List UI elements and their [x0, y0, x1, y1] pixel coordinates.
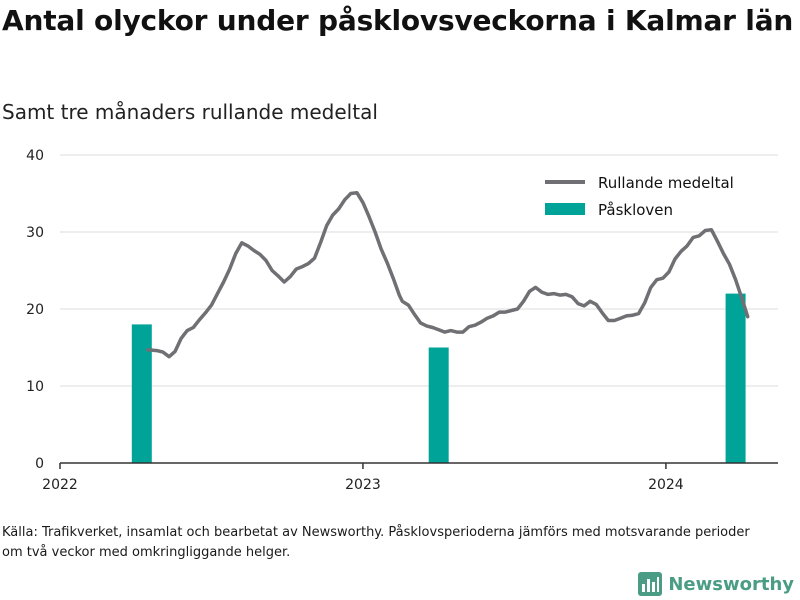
bar-paskloven — [131, 324, 152, 463]
y-tick-label: 20 — [26, 302, 44, 318]
line-series-rullande-medeltal — [146, 190, 750, 359]
source-note: Källa: Trafikverket, insamlat och bearbe… — [2, 525, 750, 560]
x-tick-label: 2023 — [345, 477, 381, 493]
chart-subtitle: Samt tre månaders rullande medeltal — [2, 100, 378, 124]
grid-lines: 0 10 20 30 40 — [26, 148, 778, 472]
legend-label: Påskloven — [598, 201, 673, 219]
x-axis: 2022 2023 2024 — [42, 462, 778, 493]
bar-paskloven — [428, 347, 449, 463]
chart-title: Antal olyckor under påsklovsveckorna i K… — [2, 4, 794, 37]
x-tick-label: 2022 — [42, 477, 78, 493]
legend: Rullande medeltal Påskloven — [545, 174, 734, 219]
line-rullande-medeltal — [146, 190, 750, 359]
newsworthy-logo-icon — [638, 572, 663, 596]
y-tick-label: 10 — [26, 379, 44, 395]
legend-swatch-bar — [545, 203, 585, 215]
legend-label: Rullande medeltal — [598, 174, 734, 192]
y-tick-label: 40 — [26, 148, 44, 164]
newsworthy-logo-text: Newsworthy — [668, 573, 794, 595]
chart-area: 0 10 20 30 40 2022 2023 2024 Rullande medeltal… — [26, 148, 778, 493]
newsworthy-logo: Newsworthy — [637, 570, 794, 598]
x-tick-label: 2024 — [648, 477, 684, 493]
y-tick-label: 0 — [35, 456, 44, 472]
bar-paskloven — [725, 293, 746, 463]
y-tick-label: 30 — [26, 225, 44, 241]
bar-series-paskloven — [131, 293, 746, 463]
